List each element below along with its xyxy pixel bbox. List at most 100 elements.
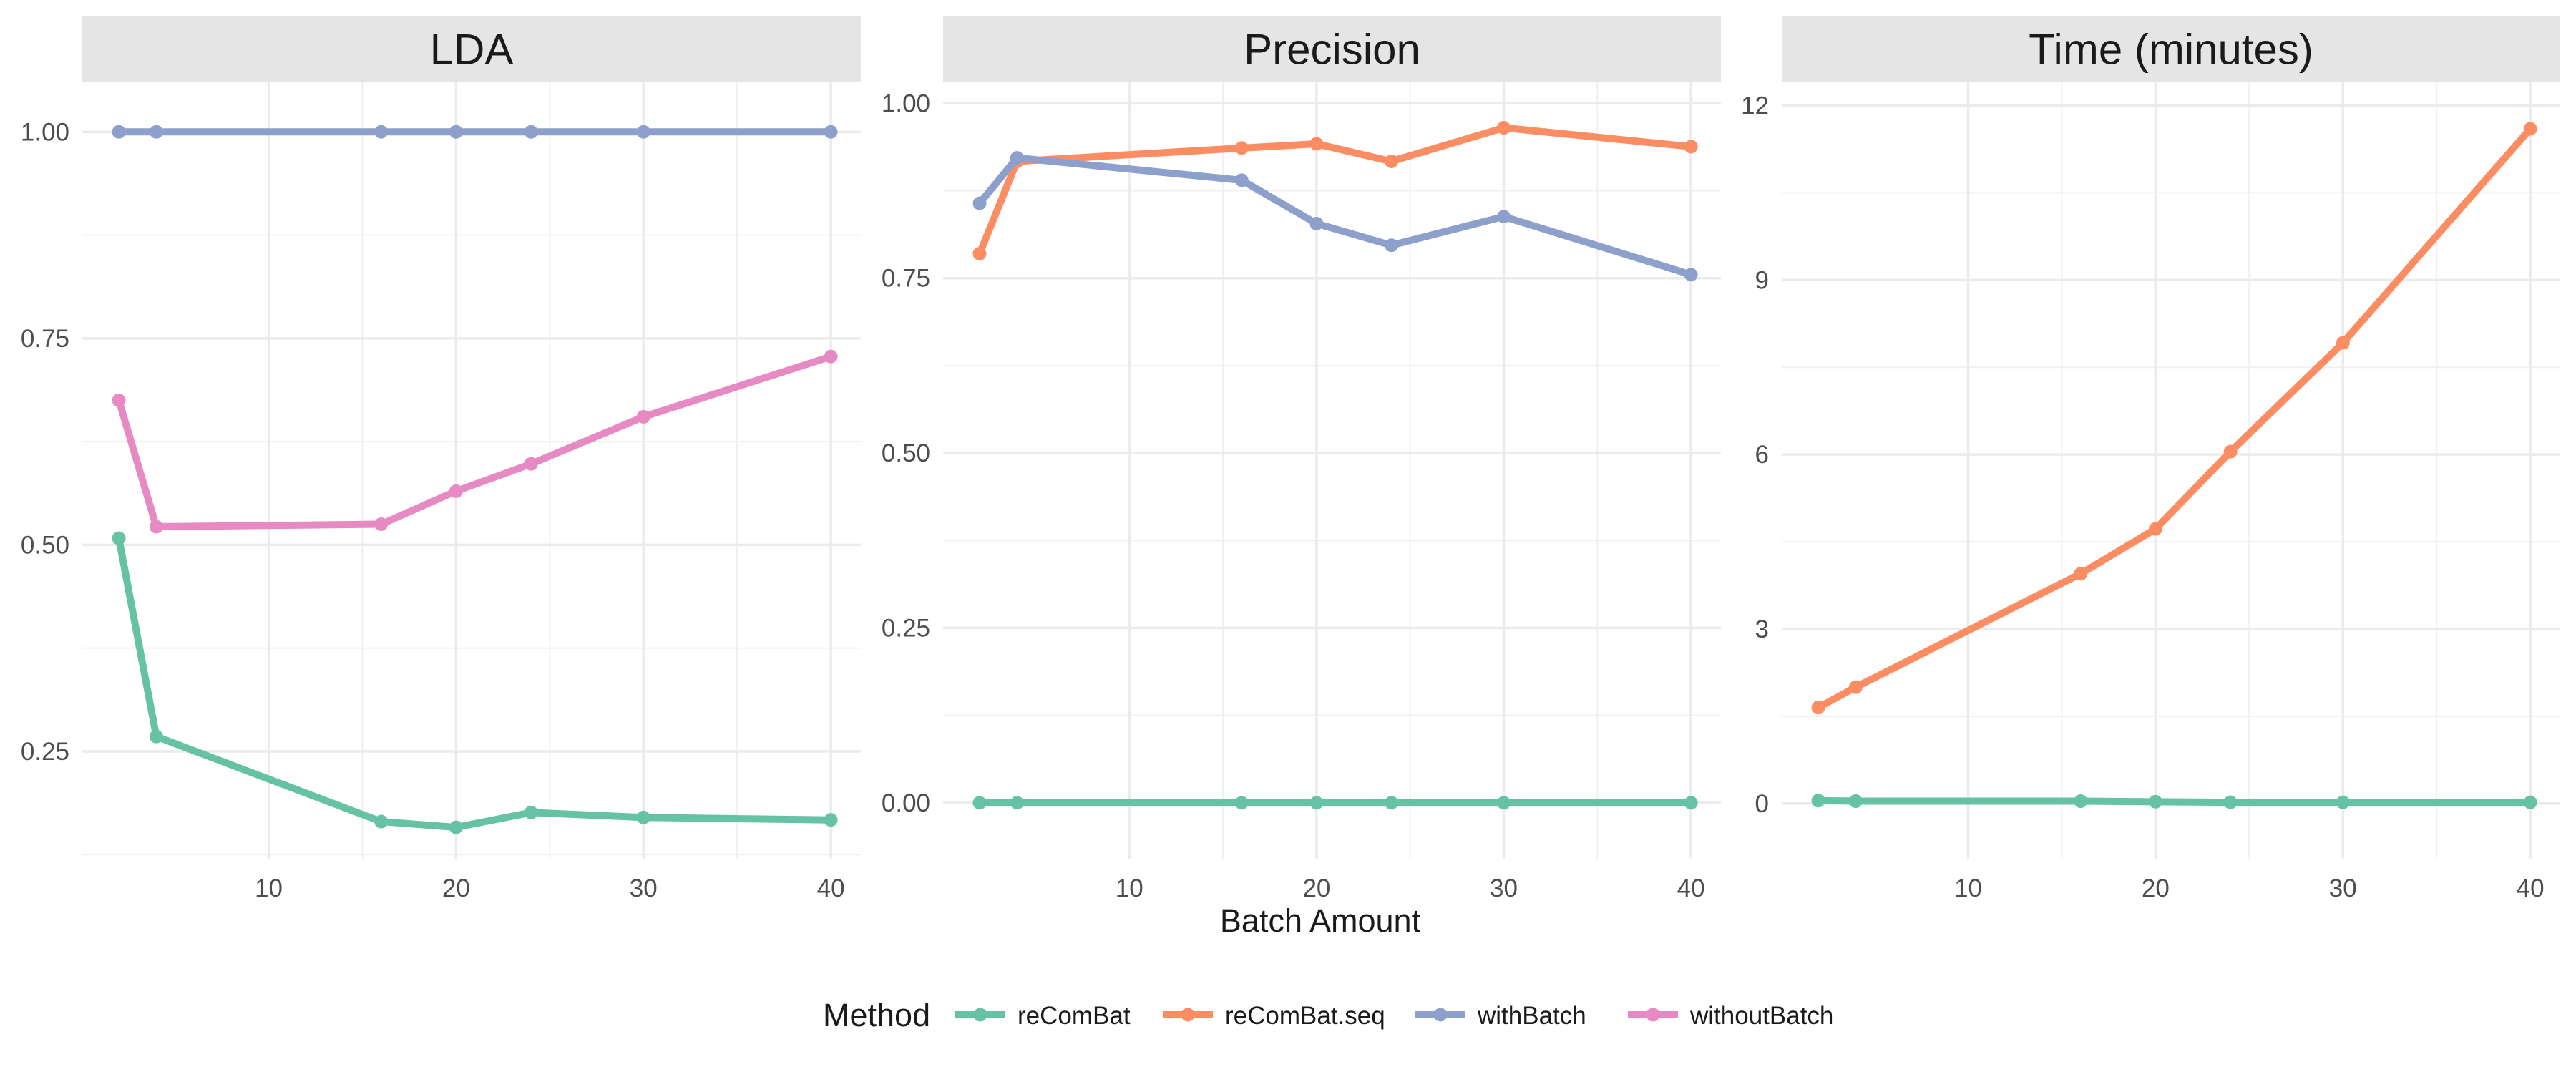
panel-title: Precision — [1244, 26, 1420, 74]
x-tick-label: 30 — [2329, 874, 2357, 902]
legend-label: withBatch — [1477, 1002, 1586, 1030]
data-point — [2223, 795, 2238, 809]
data-point — [374, 814, 389, 829]
data-point — [636, 125, 650, 139]
data-point — [112, 125, 126, 139]
series-withbatch — [112, 125, 838, 139]
data-point — [972, 196, 987, 210]
legend-key-point — [1433, 1008, 1448, 1022]
y-tick-label: 6 — [1755, 441, 1769, 469]
data-point — [824, 349, 838, 364]
panel-strip — [1782, 16, 2560, 82]
x-tick-label: 10 — [1954, 874, 1982, 902]
data-point — [1234, 173, 1249, 187]
legend-label: reComBat — [1018, 1002, 1131, 1030]
data-point — [2523, 122, 2537, 136]
data-point — [1848, 794, 1863, 809]
legend-item-withoutbatch: withoutBatch — [1628, 1002, 1833, 1030]
legend-key-point — [1646, 1008, 1660, 1022]
series-recombat — [972, 796, 1698, 810]
legend-label: withoutBatch — [1689, 1002, 1833, 1030]
y-tick-label: 3 — [1755, 615, 1769, 643]
y-tick-label: 9 — [1755, 266, 1769, 294]
series-recombat-seq — [1811, 122, 2537, 715]
data-point — [449, 484, 463, 498]
series-recombat — [1811, 794, 2537, 809]
x-tick-label: 40 — [817, 874, 845, 902]
data-point — [1811, 701, 1825, 715]
x-tick-label: 10 — [255, 874, 283, 902]
y-tick-label: 12 — [1741, 92, 1769, 120]
data-point — [2336, 336, 2350, 350]
series-withbatch — [972, 151, 1698, 282]
panel-strip — [943, 16, 1721, 82]
legend-item-withbatch: withBatch — [1415, 1002, 1586, 1030]
data-point — [1684, 796, 1698, 810]
data-point — [972, 796, 987, 810]
data-point — [149, 520, 163, 534]
data-point — [1385, 154, 1399, 168]
data-point — [1010, 151, 1024, 165]
y-tick-label: 1.00 — [882, 89, 930, 117]
y-tick-label: 0.00 — [882, 789, 930, 817]
data-point — [449, 125, 463, 139]
panel-time-minutes: Time (minutes) 10 20 30 40 0 3 6 9 12 — [1741, 16, 2560, 902]
y-tick-label: 0.75 — [21, 325, 69, 353]
data-point — [149, 729, 163, 744]
data-point — [374, 517, 389, 532]
data-point — [824, 125, 838, 139]
panel-title: Time (minutes) — [2029, 26, 2313, 74]
legend-title: Method — [823, 997, 930, 1033]
x-tick-label: 30 — [630, 874, 658, 902]
y-tick-label: 1.00 — [21, 118, 69, 146]
x-tick-label: 30 — [1490, 874, 1518, 902]
data-point — [1309, 216, 1324, 230]
series-withoutbatch — [112, 349, 838, 534]
series-line — [977, 154, 1692, 278]
data-point — [374, 125, 389, 139]
series-recombat — [112, 531, 838, 834]
legend-key-point — [1181, 1008, 1195, 1022]
y-tick-label: 0 — [1755, 790, 1769, 818]
x-tick-label: 10 — [1116, 874, 1143, 902]
legend-item-recombat: reComBat — [955, 1002, 1131, 1030]
y-tick-label: 0.50 — [882, 439, 930, 467]
data-point — [449, 820, 463, 834]
data-point — [636, 810, 650, 824]
data-point — [636, 409, 650, 424]
data-point — [524, 125, 538, 139]
data-point — [824, 813, 838, 827]
data-point — [1385, 238, 1399, 253]
data-point — [2336, 795, 2350, 809]
data-point — [112, 531, 126, 545]
data-point — [2074, 794, 2088, 809]
legend-item-recombat-seq: reComBat.seq — [1163, 1002, 1385, 1030]
series-line — [1818, 796, 2531, 806]
legend-key-point — [973, 1008, 987, 1022]
data-point — [2148, 522, 2162, 536]
data-point — [1010, 796, 1024, 810]
panel-title: LDA — [430, 26, 514, 74]
data-point — [2148, 794, 2162, 809]
data-point — [524, 457, 538, 471]
data-point — [1309, 796, 1324, 810]
x-axis-title: Batch Amount — [1220, 902, 1421, 939]
data-point — [1234, 796, 1249, 810]
series-line — [115, 537, 831, 832]
data-point — [112, 393, 126, 407]
data-point — [972, 246, 987, 260]
data-point — [1497, 121, 1511, 135]
x-tick-label: 20 — [1302, 874, 1330, 902]
data-point — [1309, 137, 1324, 151]
y-tick-label: 0.25 — [21, 738, 69, 766]
data-point — [1234, 141, 1249, 155]
panel-precision: Precision 10 20 30 40 0.00 0.25 0.50 0.75 1.00 — [882, 16, 1721, 902]
series-line — [1816, 126, 2533, 711]
legend-label: reComBat.seq — [1225, 1002, 1385, 1030]
x-tick-label: 40 — [2517, 874, 2545, 902]
data-point — [1848, 680, 1863, 694]
data-point — [2223, 444, 2238, 459]
data-point — [1684, 268, 1698, 282]
panel-strip — [82, 16, 861, 82]
